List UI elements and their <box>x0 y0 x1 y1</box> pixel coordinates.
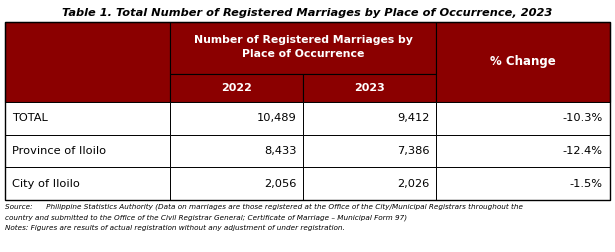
Text: 2,026: 2,026 <box>398 179 430 189</box>
Bar <box>303 102 436 135</box>
Text: Number of Registered Marriages by
Place of Occurrence: Number of Registered Marriages by Place … <box>194 35 413 58</box>
Text: 2,056: 2,056 <box>264 179 297 189</box>
Text: Table 1. Total Number of Registered Marriages by Place of Occurrence, 2023: Table 1. Total Number of Registered Marr… <box>62 8 553 18</box>
Text: Notes: Figures are results of actual registration without any adjustment of unde: Notes: Figures are results of actual reg… <box>5 225 345 231</box>
Bar <box>170 102 303 135</box>
Text: country and submitted to the Office of the Civil Registrar General; Certificate : country and submitted to the Office of t… <box>5 214 407 220</box>
Bar <box>170 22 436 74</box>
Text: 7,386: 7,386 <box>397 146 430 156</box>
Bar <box>5 22 170 102</box>
Bar <box>5 22 610 200</box>
Text: Province of Iloilo: Province of Iloilo <box>12 146 106 156</box>
Text: 8,433: 8,433 <box>264 146 297 156</box>
Bar <box>5 167 170 200</box>
Bar <box>170 167 303 200</box>
Bar <box>170 74 303 102</box>
Text: % Change: % Change <box>490 55 556 69</box>
Text: -10.3%: -10.3% <box>562 113 603 123</box>
Bar <box>436 167 610 200</box>
Text: 10,489: 10,489 <box>257 113 297 123</box>
Bar <box>436 102 610 135</box>
Text: City of Iloilo: City of Iloilo <box>12 179 80 189</box>
Bar <box>436 135 610 167</box>
Text: 2023: 2023 <box>354 83 385 93</box>
Text: 9,412: 9,412 <box>397 113 430 123</box>
Bar <box>436 22 610 102</box>
Bar <box>303 74 436 102</box>
Bar <box>5 135 170 167</box>
Bar <box>303 135 436 167</box>
Text: -12.4%: -12.4% <box>563 146 603 156</box>
Text: 2022: 2022 <box>221 83 252 93</box>
Text: TOTAL: TOTAL <box>12 113 48 123</box>
Text: -1.5%: -1.5% <box>569 179 603 189</box>
Bar <box>303 167 436 200</box>
Bar <box>5 102 170 135</box>
Text: Source:      Philippine Statistics Authority (Data on marriages are those regist: Source: Philippine Statistics Authority … <box>5 203 523 210</box>
Bar <box>170 135 303 167</box>
